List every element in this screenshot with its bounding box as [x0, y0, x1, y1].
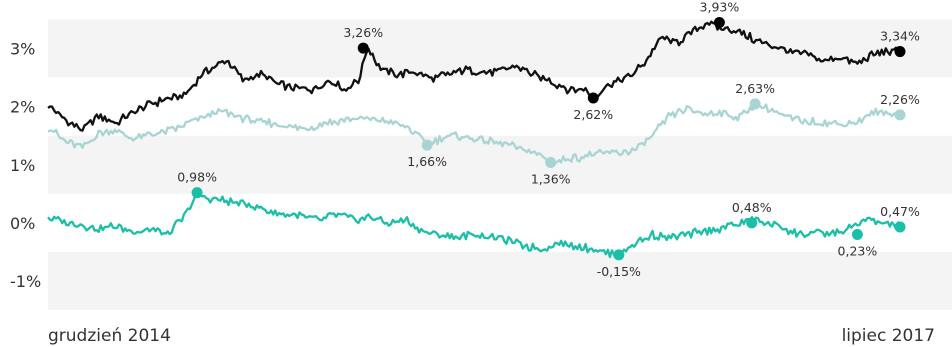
data-point-marker — [545, 156, 557, 168]
y-tick-label: 2% — [10, 98, 35, 117]
y-tick-label: 0% — [10, 214, 35, 233]
data-point-marker — [613, 249, 625, 261]
data-point-marker — [746, 217, 758, 229]
data-point-label: 2,26% — [880, 92, 920, 107]
grid-band — [48, 77, 952, 136]
data-point-marker — [894, 46, 906, 58]
data-point-marker — [851, 229, 863, 240]
data-point-labels: 3,26% 2,62% 3,93% 3,34% 1,66% 1,36% 2,63% 2,26%… — [177, 0, 920, 279]
data-point-label: 3,93% — [700, 0, 740, 15]
y-axis-ticks: 3% 2% 1% 0% -1% — [10, 40, 41, 291]
data-point-label: 0,23% — [838, 244, 878, 259]
data-point-label: 2,63% — [735, 81, 775, 96]
grid-band — [48, 251, 952, 310]
y-tick-label: 3% — [10, 40, 35, 59]
data-point-marker — [191, 187, 203, 199]
grid-bands — [48, 19, 952, 310]
data-point-marker — [894, 221, 906, 233]
data-point-label: 1,66% — [407, 154, 447, 169]
data-point-label: -0,15% — [597, 264, 641, 279]
y-tick-label: 1% — [10, 156, 35, 175]
grid-band — [48, 193, 952, 252]
data-point-marker — [894, 109, 906, 121]
data-point-label: 2,62% — [573, 107, 613, 122]
data-point-marker — [749, 98, 761, 110]
x-axis-start-label: grudzień 2014 — [48, 326, 171, 346]
grid-band — [48, 135, 952, 194]
data-point-label: 0,48% — [732, 200, 772, 215]
data-point-label: 3,26% — [343, 25, 383, 40]
data-point-label: 3,34% — [880, 29, 920, 44]
data-point-marker — [357, 42, 369, 54]
data-point-marker — [587, 92, 599, 104]
x-axis-end-label: lipiec 2017 — [842, 326, 935, 346]
series-line-1 — [47, 20, 901, 132]
data-point-label: 0,47% — [880, 204, 920, 219]
data-point-label: 1,36% — [531, 171, 571, 186]
data-point-marker — [421, 139, 433, 151]
data-point-label: 0,98% — [177, 170, 217, 185]
series-line-3 — [47, 189, 901, 259]
data-point-marker — [713, 17, 725, 29]
y-tick-label: -1% — [10, 272, 41, 291]
